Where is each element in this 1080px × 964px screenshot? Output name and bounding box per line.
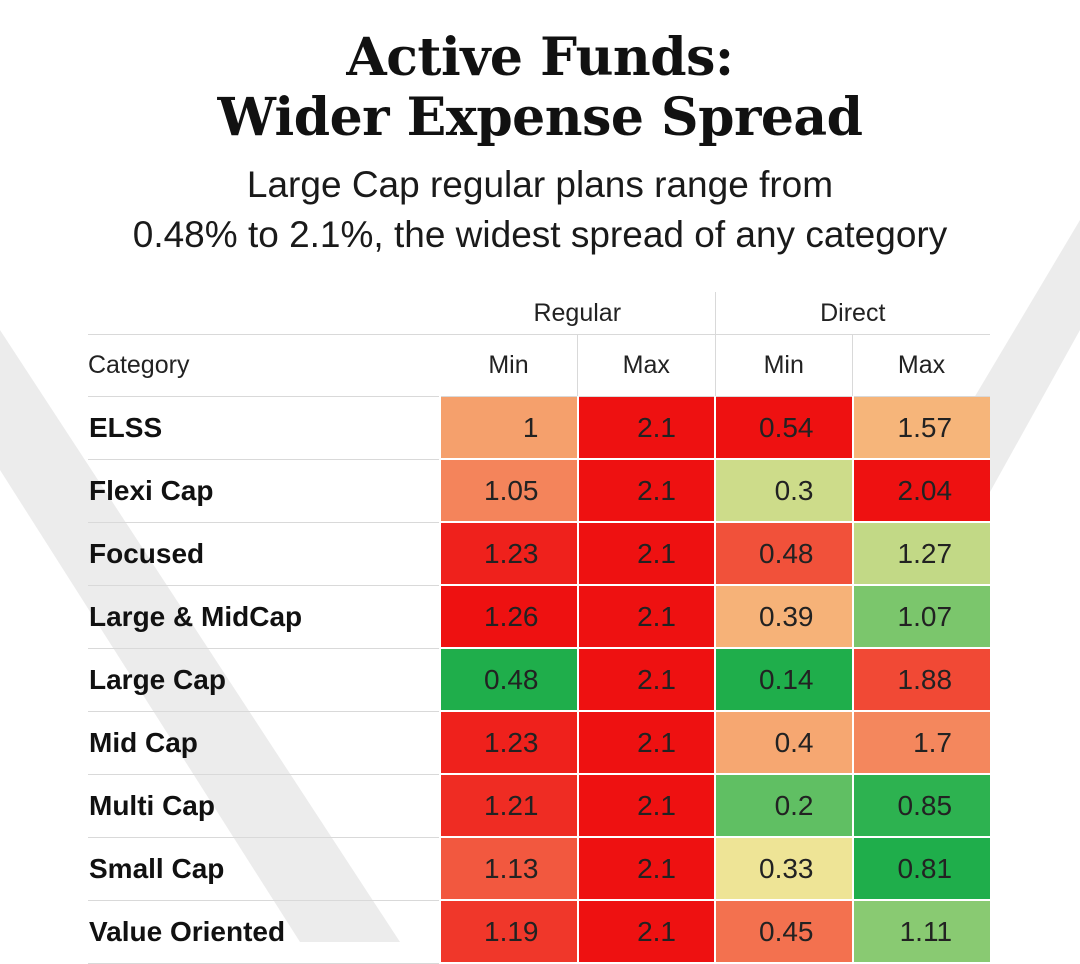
heat-cell-direct-min: 0.2 xyxy=(714,774,853,838)
row-category-label: Large Cap xyxy=(88,648,440,712)
heat-cell-regular-min: 1 xyxy=(439,396,578,460)
table-row: Small Cap 1.13 2.1 0.33 0.81 xyxy=(88,837,991,901)
title-line-1: Active Funds: xyxy=(346,27,734,88)
expense-heatmap-table: Regular Direct Category Min Max Min Max … xyxy=(88,292,991,964)
table-row: Multi Cap 1.21 2.1 0.2 0.85 xyxy=(88,774,991,838)
table-row: ELSS 1 2.1 0.54 1.57 xyxy=(88,396,991,460)
row-category-label: Value Oriented xyxy=(88,900,440,964)
column-header-row: Category Min Max Min Max xyxy=(88,334,991,397)
heat-cell-regular-max: 2.1 xyxy=(576,711,715,775)
heat-cell-regular-max: 2.1 xyxy=(576,585,715,649)
heat-cell-direct-max: 1.11 xyxy=(851,900,991,964)
column-header-regular-max: Max xyxy=(577,334,715,397)
heat-cell-regular-max: 2.1 xyxy=(576,648,715,712)
group-header-spacer xyxy=(88,292,440,335)
subtitle-line-1: Large Cap regular plans range from xyxy=(246,164,834,205)
heat-cell-direct-max: 0.85 xyxy=(851,774,991,838)
chart-title: Active Funds: Wider Expense Spread xyxy=(0,28,1080,148)
heat-cell-regular-min: 1.23 xyxy=(439,522,578,586)
heat-cell-regular-min: 1.23 xyxy=(439,711,578,775)
heat-cell-regular-min: 1.26 xyxy=(439,585,578,649)
heat-cell-direct-min: 0.39 xyxy=(714,585,853,649)
heat-cell-direct-max: 1.88 xyxy=(851,648,991,712)
row-category-label: Small Cap xyxy=(88,837,440,901)
heat-cell-direct-max: 1.07 xyxy=(851,585,991,649)
heat-cell-direct-min: 0.48 xyxy=(714,522,853,586)
heat-cell-regular-max: 2.1 xyxy=(576,459,715,523)
column-group-header-row: Regular Direct xyxy=(88,292,991,335)
category-column-header: Category xyxy=(88,334,440,397)
heat-cell-direct-min: 0.3 xyxy=(714,459,853,523)
column-header-direct-max: Max xyxy=(852,334,991,397)
heat-cell-regular-min: 0.48 xyxy=(439,648,578,712)
row-category-label: Focused xyxy=(88,522,440,586)
heat-cell-regular-min: 1.19 xyxy=(439,900,578,964)
table-row: Focused 1.23 2.1 0.48 1.27 xyxy=(88,522,991,586)
subtitle-line-2: 0.48% to 2.1%, the widest spread of any … xyxy=(132,214,948,255)
heat-cell-direct-min: 0.14 xyxy=(714,648,853,712)
table-row: Mid Cap 1.23 2.1 0.4 1.7 xyxy=(88,711,991,775)
heat-cell-regular-max: 2.1 xyxy=(576,522,715,586)
table-row: Large Cap 0.48 2.1 0.14 1.88 xyxy=(88,648,991,712)
heat-cell-direct-min: 0.33 xyxy=(714,837,853,901)
heat-cell-regular-max: 2.1 xyxy=(576,396,715,460)
heat-cell-direct-min: 0.4 xyxy=(714,711,853,775)
heatmap-body: ELSS 1 2.1 0.54 1.57 Flexi Cap 1.05 2.1 0.3 2.04 F… xyxy=(88,396,991,964)
heat-cell-regular-min: 1.05 xyxy=(439,459,578,523)
heat-cell-direct-max: 1.27 xyxy=(851,522,991,586)
heat-cell-direct-min: 0.45 xyxy=(714,900,853,964)
heat-cell-direct-max: 0.81 xyxy=(851,837,991,901)
row-category-label: Large & MidCap xyxy=(88,585,440,649)
group-header-direct: Direct xyxy=(714,292,991,335)
heat-cell-regular-max: 2.1 xyxy=(576,837,715,901)
heat-cell-regular-max: 2.1 xyxy=(576,774,715,838)
column-header-direct-min: Min xyxy=(714,334,853,397)
heat-cell-regular-max: 2.1 xyxy=(576,900,715,964)
heat-cell-direct-min: 0.54 xyxy=(714,396,853,460)
row-category-label: Mid Cap xyxy=(88,711,440,775)
row-category-label: Multi Cap xyxy=(88,774,440,838)
title-line-2: Wider Expense Spread xyxy=(217,87,863,148)
group-header-regular: Regular xyxy=(440,292,715,335)
heat-cell-direct-max: 1.57 xyxy=(851,396,991,460)
table-row: Large & MidCap 1.26 2.1 0.39 1.07 xyxy=(88,585,991,649)
heat-cell-direct-max: 2.04 xyxy=(851,459,991,523)
heat-cell-direct-max: 1.7 xyxy=(851,711,991,775)
table-row: Value Oriented 1.19 2.1 0.45 1.11 xyxy=(88,900,991,964)
table-row: Flexi Cap 1.05 2.1 0.3 2.04 xyxy=(88,459,991,523)
heat-cell-regular-min: 1.21 xyxy=(439,774,578,838)
chart-subtitle: Large Cap regular plans range from 0.48%… xyxy=(0,160,1080,260)
header: Active Funds: Wider Expense Spread Large… xyxy=(0,28,1080,260)
row-category-label: ELSS xyxy=(88,396,440,460)
heat-cell-regular-min: 1.13 xyxy=(439,837,578,901)
column-header-regular-min: Min xyxy=(440,334,578,397)
row-category-label: Flexi Cap xyxy=(88,459,440,523)
